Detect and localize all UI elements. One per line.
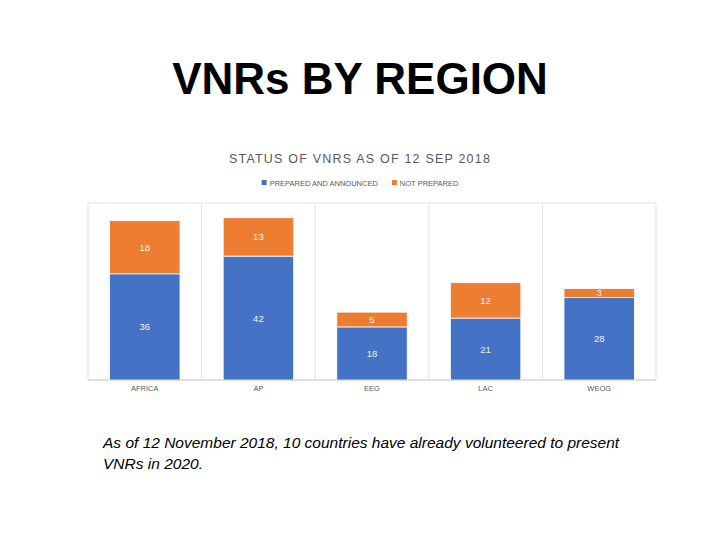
bars xyxy=(110,218,635,380)
bar-segment xyxy=(450,283,520,318)
page: {"slide": {"title": "VNRs BY REGION", "n… xyxy=(0,0,720,540)
data-labels: 36 42 18 21 28 18 13 5 12 3 xyxy=(140,231,605,359)
legend: PREPARED AND ANNOUNCED NOT PREPARED xyxy=(262,179,459,188)
chart-title: STATUS OF VNRS AS OF 12 SEP 2018 xyxy=(229,152,491,166)
data-label: 3 xyxy=(597,287,602,298)
legend-swatch xyxy=(262,180,267,185)
legend-label: PREPARED AND ANNOUNCED xyxy=(270,179,379,188)
note: As of 12 November 2018, 10 countries hav… xyxy=(103,432,623,474)
band-separator xyxy=(201,203,202,380)
bar-segment xyxy=(337,312,407,327)
data-label: 21 xyxy=(480,344,491,355)
band-separator xyxy=(428,203,429,380)
data-label: 12 xyxy=(480,295,491,306)
bar-segment xyxy=(450,318,520,380)
x-tick-label: EEG xyxy=(364,384,380,393)
bar-segment xyxy=(223,218,293,256)
stage: VNRs BY REGION STATUS OF VNRS AS OF 12 SE… xyxy=(0,0,720,540)
x-tick-label: AP xyxy=(253,384,263,393)
slide-title: VNRs BY REGION xyxy=(172,54,548,103)
data-label: 42 xyxy=(253,313,264,324)
data-label: 28 xyxy=(594,333,605,344)
bar-segment xyxy=(564,297,634,380)
plot-frame xyxy=(88,203,656,380)
legend-label: NOT PREPARED xyxy=(400,179,459,188)
data-label: 13 xyxy=(253,231,264,242)
data-label: 5 xyxy=(369,314,374,325)
bar-segment xyxy=(110,221,180,274)
bar-segment xyxy=(110,274,180,380)
data-label: 18 xyxy=(367,348,378,359)
bar-segment xyxy=(337,327,407,380)
x-tick-label: AFRICA xyxy=(131,384,159,393)
x-tick-label: WEOG xyxy=(587,384,611,393)
legend-swatch xyxy=(392,180,397,185)
x-tick-label: LAC xyxy=(478,384,493,393)
data-label: 18 xyxy=(140,242,151,253)
bar-segment xyxy=(223,256,293,380)
band-separator xyxy=(542,203,543,380)
band-separator xyxy=(315,203,316,380)
data-label: 36 xyxy=(140,321,151,332)
